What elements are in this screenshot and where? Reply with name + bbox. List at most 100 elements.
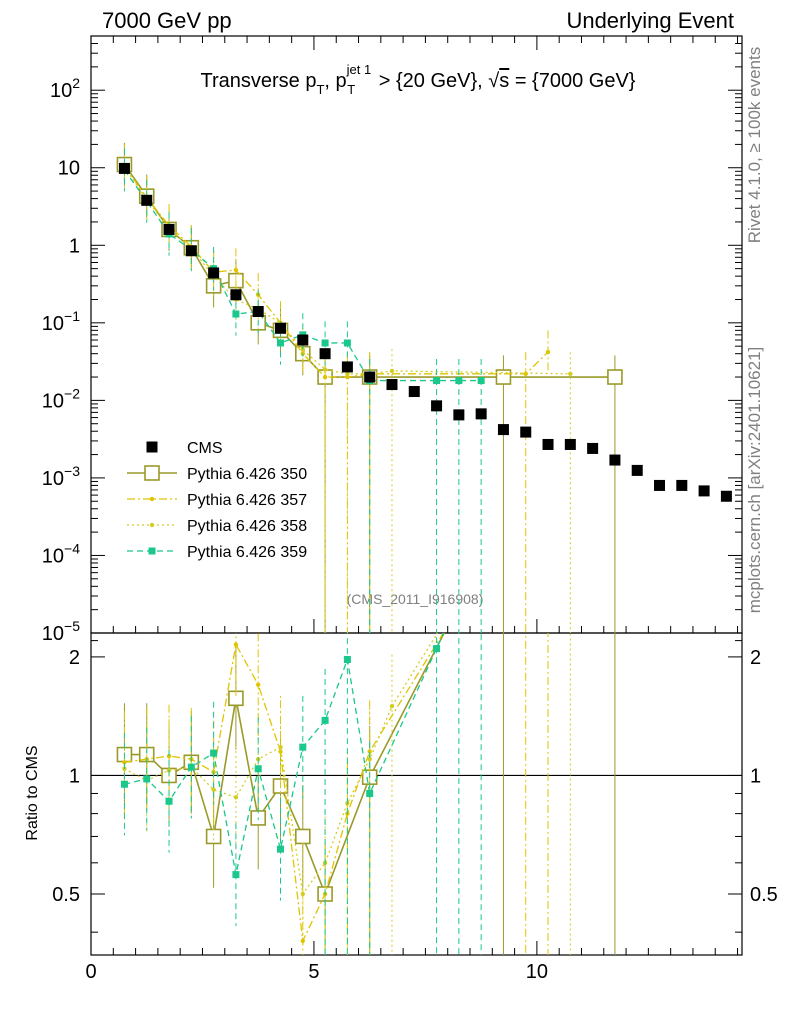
mc-point xyxy=(232,310,240,318)
cms-data-point xyxy=(453,409,465,421)
cms-data-point xyxy=(275,322,287,334)
mc-point xyxy=(321,339,329,347)
ratio-point xyxy=(343,655,351,663)
cms-data-point xyxy=(319,348,331,360)
legend-label: Pythia 6.426 359 xyxy=(187,544,307,561)
cms-data-point xyxy=(118,162,130,174)
mc-point xyxy=(343,339,351,347)
cms-data-point xyxy=(497,424,509,436)
cms-data-point xyxy=(408,386,420,398)
cms-data-point xyxy=(230,289,242,301)
mc-point xyxy=(345,371,350,377)
legend-label: Pythia 6.426 358 xyxy=(187,518,307,535)
mc-point xyxy=(523,371,528,377)
ratio-point xyxy=(389,703,395,709)
legend: CMS Pythia 6.426 350 Pythia 6.426 357 Pythi… xyxy=(127,440,307,561)
cms-data-point xyxy=(475,408,487,420)
mc-point xyxy=(389,368,395,374)
ratio-point xyxy=(294,828,311,845)
legend-label: Pythia 6.426 350 xyxy=(187,466,307,483)
y-tick-label: 10−5 xyxy=(42,618,80,645)
mc-line xyxy=(123,165,549,378)
ratio-point xyxy=(367,749,372,754)
rivet-label: Rivet 4.1.0, ≥ 100k events xyxy=(745,47,764,243)
ratio-point xyxy=(278,744,283,750)
cms-data-point xyxy=(185,245,197,257)
cms-data-point xyxy=(631,464,643,476)
cms-data-point xyxy=(609,454,621,466)
ratio-point xyxy=(366,789,374,797)
cms-data-point xyxy=(698,485,710,497)
ratio-point xyxy=(300,891,305,897)
ratio-point xyxy=(187,763,195,771)
mcplots-label: mcplots.cern.ch [arXiv:2401.10621] xyxy=(745,347,764,613)
mc-point xyxy=(568,371,573,377)
ratio-point xyxy=(143,775,151,783)
y-tick-label: 10−1 xyxy=(42,308,80,335)
cms-data-point xyxy=(431,400,443,412)
cms-data-point xyxy=(208,267,220,279)
cms-data-point xyxy=(141,194,153,206)
ratio-point xyxy=(165,797,173,805)
legend-marker xyxy=(149,496,155,502)
mc-point xyxy=(545,349,551,355)
ratio-point xyxy=(367,756,372,762)
x-tick-label: 10 xyxy=(526,961,548,983)
y-tick-label: 10−2 xyxy=(42,385,80,412)
cms-data-point xyxy=(252,305,264,317)
y-tick-label: 10 xyxy=(58,158,80,180)
header-left: 7000 GeV pp xyxy=(102,8,232,33)
ratio-point xyxy=(321,716,329,724)
ratio-line xyxy=(124,633,445,875)
cms-data-point xyxy=(520,426,532,438)
ratio-frame xyxy=(90,632,743,956)
mc-point xyxy=(322,367,328,372)
mc-point xyxy=(433,377,441,385)
y-tick-label: 10−3 xyxy=(42,463,80,490)
header-right: Underlying Event xyxy=(566,8,734,33)
ratio-tick-label-right: 2 xyxy=(750,647,761,669)
ratio-tick-label: 1 xyxy=(69,765,80,787)
mc-point xyxy=(477,377,485,385)
legend-marker xyxy=(149,522,155,528)
ratio-ylabel: Ratio to CMS xyxy=(24,745,41,840)
ratio-point xyxy=(277,845,285,853)
cms-data-point xyxy=(676,479,688,491)
legend-marker xyxy=(148,547,156,555)
mc-point xyxy=(345,374,350,380)
mc-point xyxy=(455,377,463,385)
legend-cms-swatch xyxy=(146,441,158,453)
x-tick-label: 5 xyxy=(308,961,319,983)
cms-data-point xyxy=(386,379,398,391)
y-tick-label: 10−4 xyxy=(42,540,80,567)
ratio-point xyxy=(122,760,127,765)
ratio-tick-label-right: 0.5 xyxy=(750,884,778,906)
ratio-point xyxy=(233,642,239,647)
cms-data-point xyxy=(341,361,353,373)
ratio-tick-label-right: 1 xyxy=(750,765,761,787)
ratio-point xyxy=(299,743,307,751)
cms-data-point xyxy=(163,223,175,235)
cms-data-point xyxy=(720,490,732,502)
x-tick-label: 0 xyxy=(85,961,96,983)
ratio-point xyxy=(256,682,261,687)
ratio-line xyxy=(124,633,445,944)
cms-data-point xyxy=(297,334,309,346)
mc-point xyxy=(233,267,239,273)
ratio-point xyxy=(210,749,218,757)
mc-point xyxy=(607,369,623,385)
cms-data-point xyxy=(542,438,554,450)
legend-label: CMS xyxy=(187,440,223,457)
ratio-point xyxy=(205,828,222,845)
legend-label: Pythia 6.426 357 xyxy=(187,492,307,509)
mc-point xyxy=(300,347,305,352)
analysis-watermark: (CMS_2011_I916908) xyxy=(347,591,484,607)
ratio-point xyxy=(254,765,262,773)
y-tick-label: 102 xyxy=(50,75,80,102)
ratio-point xyxy=(300,938,305,944)
y-tick-label: 1 xyxy=(69,235,80,257)
mc-line xyxy=(123,164,615,378)
mc-line xyxy=(123,169,482,382)
